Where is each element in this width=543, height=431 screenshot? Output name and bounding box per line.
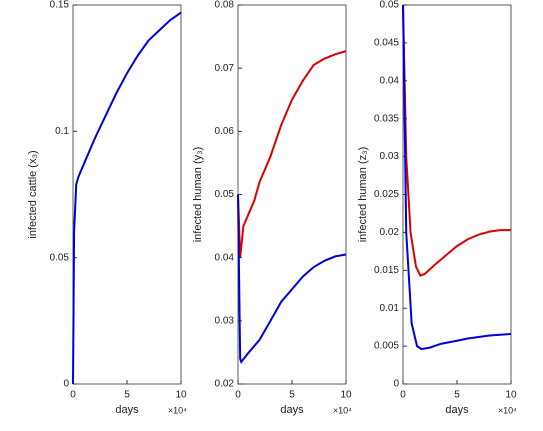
- x-tick-label: 0: [235, 390, 241, 401]
- x-tick-label: 0: [400, 390, 406, 401]
- data-line: [402, 4, 512, 351]
- y-tick-label: 0.03: [215, 315, 235, 326]
- x-tick-label: 10: [340, 390, 352, 401]
- plot-box: [72, 4, 182, 385]
- x-exponent: ×10⁴: [333, 405, 352, 415]
- data-line: [237, 194, 347, 364]
- x-tick-label: 10: [175, 390, 187, 401]
- y-tick-label: 0.04: [380, 75, 400, 86]
- x-exponent: ×10⁴: [168, 405, 187, 415]
- y-tick-label: 0.05: [50, 252, 70, 263]
- x-axis-label: days: [115, 404, 139, 416]
- x-tick-label: 0: [70, 390, 76, 401]
- y-tick-label: 0.08: [215, 0, 235, 11]
- y-tick-label: 0.035: [374, 113, 399, 124]
- x-axis-label: days: [445, 404, 469, 416]
- y-axis-label: infected human (z₃): [357, 147, 369, 243]
- data-line: [72, 11, 182, 385]
- data-line: [237, 50, 347, 258]
- y-axis-label: infected human (y₃): [192, 147, 204, 243]
- y-tick-label: 0.045: [374, 38, 399, 49]
- y-tick-label: 0: [393, 379, 399, 390]
- y-tick-label: 0.05: [215, 189, 235, 200]
- y-tick-label: 0.07: [215, 63, 235, 74]
- y-tick-label: 0: [63, 379, 69, 390]
- x-axis-label: days: [280, 404, 304, 416]
- x-tick-label: 10: [505, 390, 517, 401]
- plot-box: [402, 4, 512, 385]
- y-tick-label: 0.005: [374, 341, 399, 352]
- y-tick-label: 0.04: [215, 252, 235, 263]
- y-tick-label: 0.1: [55, 126, 69, 137]
- y-tick-label: 0.02: [215, 379, 235, 390]
- y-tick-label: 0.025: [374, 189, 399, 200]
- y-tick-label: 0.05: [380, 0, 400, 11]
- y-tick-label: 0.01: [380, 303, 400, 314]
- y-tick-label: 0.06: [215, 126, 235, 137]
- x-tick-label: 5: [454, 390, 460, 401]
- y-tick-label: 0.02: [380, 227, 400, 238]
- y-axis-label: infected cattle (x₃): [27, 150, 39, 238]
- y-tick-label: 0.03: [380, 151, 400, 162]
- plot-box: [237, 4, 347, 385]
- x-exponent: ×10⁴: [498, 405, 517, 415]
- x-tick-label: 5: [124, 390, 130, 401]
- y-tick-label: 0.015: [374, 265, 399, 276]
- data-line: [402, 4, 511, 277]
- y-tick-label: 0.15: [50, 0, 70, 11]
- x-tick-label: 5: [289, 390, 295, 401]
